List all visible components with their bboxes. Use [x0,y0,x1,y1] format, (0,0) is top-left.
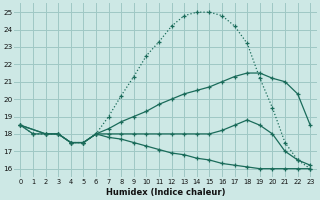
X-axis label: Humidex (Indice chaleur): Humidex (Indice chaleur) [106,188,225,197]
